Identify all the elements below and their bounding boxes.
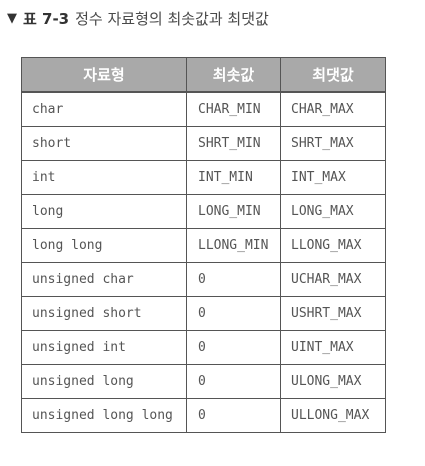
cell-type: unsigned int	[21, 330, 187, 365]
caption-title: 정수 자료형의 최솟값과 최댓값	[75, 9, 269, 28]
table-row: unsigned int 0 UINT_MAX	[21, 330, 386, 365]
cell-min: 0	[186, 398, 281, 433]
cell-max: LLONG_MAX	[280, 228, 386, 263]
cell-max: USHRT_MAX	[280, 296, 386, 331]
cell-min: 0	[186, 296, 281, 331]
cell-type: unsigned long	[21, 364, 187, 399]
table-row: char CHAR_MIN CHAR_MAX	[21, 91, 386, 127]
cell-type: char	[21, 91, 187, 127]
integer-limits-table: 자료형 최솟값 최댓값 char CHAR_MIN CHAR_MAX short…	[21, 57, 386, 433]
cell-max: ULLONG_MAX	[280, 398, 386, 433]
cell-max: UCHAR_MAX	[280, 262, 386, 297]
table-row: long long LLONG_MIN LLONG_MAX	[21, 228, 386, 263]
cell-min: 0	[186, 364, 281, 399]
header-max: 최댓값	[280, 57, 386, 93]
cell-min: LONG_MIN	[186, 194, 281, 229]
table-row: int INT_MIN INT_MAX	[21, 160, 386, 195]
cell-min: CHAR_MIN	[186, 91, 281, 127]
table-row: unsigned long long 0 ULLONG_MAX	[21, 398, 386, 433]
cell-min: 0	[186, 330, 281, 365]
table-row: long LONG_MIN LONG_MAX	[21, 194, 386, 229]
table-row: unsigned short 0 USHRT_MAX	[21, 296, 386, 331]
cell-type: unsigned short	[21, 296, 187, 331]
cell-max: INT_MAX	[280, 160, 386, 195]
header-min: 최솟값	[186, 57, 281, 93]
cell-max: UINT_MAX	[280, 330, 386, 365]
cell-max: CHAR_MAX	[280, 91, 386, 127]
cell-min: LLONG_MIN	[186, 228, 281, 263]
cell-type: unsigned long long	[21, 398, 187, 433]
cell-min: 0	[186, 262, 281, 297]
cell-type: short	[21, 126, 187, 161]
cell-min: INT_MIN	[186, 160, 281, 195]
cell-max: ULONG_MAX	[280, 364, 386, 399]
table-row: unsigned char 0 UCHAR_MAX	[21, 262, 386, 297]
table-row: short SHRT_MIN SHRT_MAX	[21, 126, 386, 161]
caption-label: 표 7-3	[23, 9, 70, 28]
caption-triangle-icon: ▼	[7, 10, 17, 26]
cell-type: unsigned char	[21, 262, 187, 297]
table-header-row: 자료형 최솟값 최댓값	[21, 57, 386, 93]
cell-min: SHRT_MIN	[186, 126, 281, 161]
cell-type: int	[21, 160, 187, 195]
table-caption: ▼ 표 7-3 정수 자료형의 최솟값과 최댓값	[7, 6, 269, 30]
table-row: unsigned long 0 ULONG_MAX	[21, 364, 386, 399]
cell-type: long	[21, 194, 187, 229]
cell-max: SHRT_MAX	[280, 126, 386, 161]
cell-type: long long	[21, 228, 187, 263]
cell-max: LONG_MAX	[280, 194, 386, 229]
header-type: 자료형	[21, 57, 187, 93]
